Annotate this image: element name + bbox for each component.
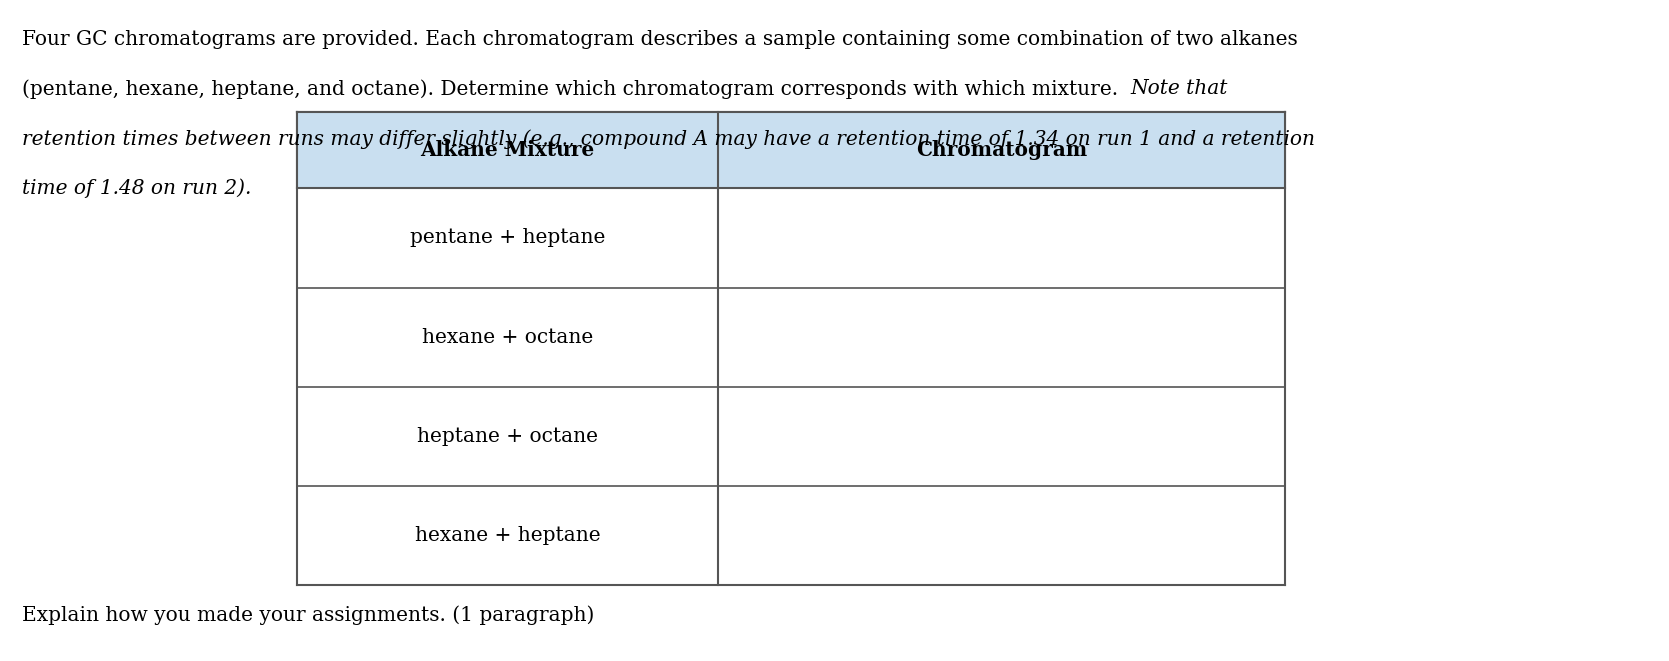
Text: Alkane Mixture: Alkane Mixture xyxy=(421,140,594,161)
Text: pentane + heptane: pentane + heptane xyxy=(409,229,606,247)
Text: Note that: Note that xyxy=(1130,79,1228,98)
Text: time of 1.48 on run 2).: time of 1.48 on run 2). xyxy=(22,178,250,198)
Text: hexane + octane: hexane + octane xyxy=(422,328,592,346)
Text: hexane + heptane: hexane + heptane xyxy=(414,526,601,545)
Text: Explain how you made your assignments. (1 paragraph): Explain how you made your assignments. (… xyxy=(22,605,594,625)
Text: Chromatogram: Chromatogram xyxy=(916,140,1087,161)
Text: Four GC chromatograms are provided. Each chromatogram describes a sample contain: Four GC chromatograms are provided. Each… xyxy=(22,30,1297,49)
Text: heptane + octane: heptane + octane xyxy=(417,427,598,446)
Text: retention times between runs may differ slightly (e.g., compound A may have a re: retention times between runs may differ … xyxy=(22,129,1315,149)
Text: (pentane, hexane, heptane, and octane). Determine which chromatogram corresponds: (pentane, hexane, heptane, and octane). … xyxy=(22,79,1130,99)
